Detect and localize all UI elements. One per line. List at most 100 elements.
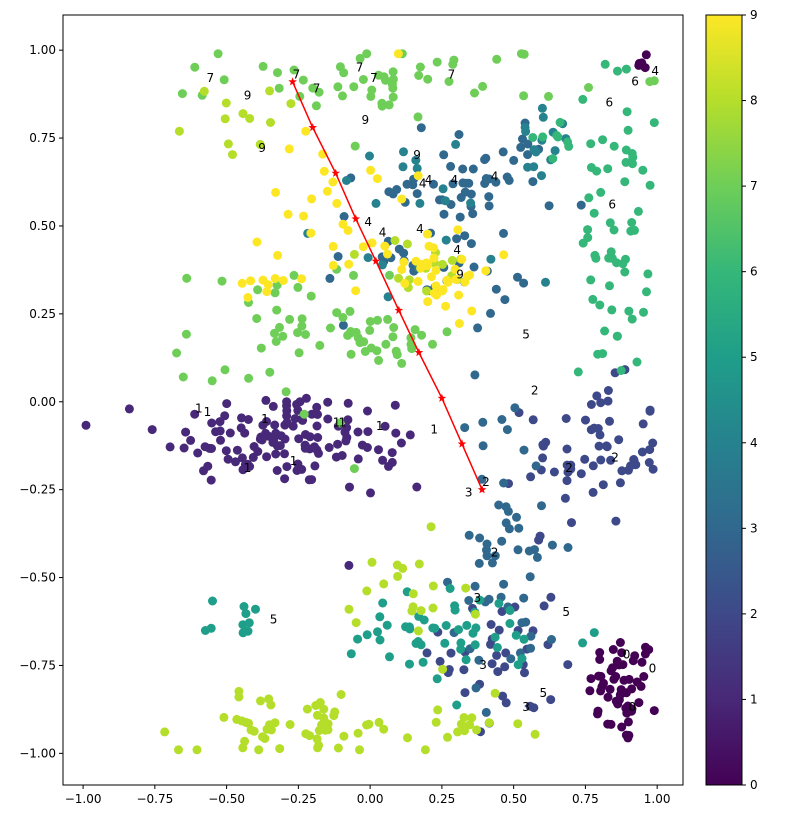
scatter-point xyxy=(343,330,353,340)
scatter-point xyxy=(497,415,507,424)
scatter-point xyxy=(207,376,217,386)
scatter-point xyxy=(465,720,475,730)
scatter-point xyxy=(603,396,613,406)
scatter-point xyxy=(363,406,372,416)
scatter-point xyxy=(471,683,481,693)
scatter-point xyxy=(529,145,539,155)
scatter-point xyxy=(586,400,596,409)
cluster-annotation: 1 xyxy=(333,415,341,429)
scatter-point xyxy=(493,667,503,677)
scatter-point xyxy=(460,726,469,736)
scatter-point xyxy=(206,623,216,633)
scatter-point xyxy=(475,595,485,605)
scatter-point xyxy=(458,164,468,174)
scatter-point xyxy=(454,319,464,328)
scatter-point xyxy=(418,657,428,667)
scatter-point xyxy=(181,329,191,339)
scatter-point xyxy=(313,433,323,442)
scatter-point xyxy=(588,487,598,497)
scatter-point xyxy=(627,218,637,227)
scatter-point xyxy=(366,165,376,175)
scatter-point xyxy=(384,100,394,110)
cluster-annotation: 4 xyxy=(651,64,659,78)
scatter-point xyxy=(375,612,385,622)
scatter-point xyxy=(261,428,271,438)
cluster-annotation: 1 xyxy=(204,405,212,419)
scatter-point xyxy=(423,229,432,239)
scatter-point xyxy=(598,135,608,145)
scatter-point xyxy=(539,601,549,611)
scatter-point xyxy=(547,635,556,644)
scatter-point xyxy=(225,428,235,438)
cluster-annotation: 4 xyxy=(425,173,433,187)
scatter-point xyxy=(576,469,586,479)
scatter-point xyxy=(216,435,225,445)
colorbar-tick-label: 2 xyxy=(750,607,758,621)
scatter-point xyxy=(343,225,353,235)
scatter-point xyxy=(469,262,479,272)
colorbar-tick-label: 8 xyxy=(750,94,758,108)
scatter-point xyxy=(442,327,452,337)
scatter-point xyxy=(241,717,251,727)
scatter-point xyxy=(273,250,283,260)
scatter-point xyxy=(331,452,341,462)
cluster-annotation: 7 xyxy=(448,67,456,81)
scatter-point xyxy=(383,292,393,302)
scatter-point xyxy=(422,261,432,271)
scatter-point xyxy=(620,267,630,277)
scatter-point xyxy=(236,423,246,433)
scatter-point xyxy=(186,435,196,445)
scatter-point xyxy=(481,174,491,183)
x-tick-label: 0.25 xyxy=(429,792,456,806)
scatter-point xyxy=(397,358,407,368)
scatter-point xyxy=(504,524,514,534)
scatter-point xyxy=(474,655,484,665)
scatter-point xyxy=(371,198,381,208)
scatter-point xyxy=(383,249,392,259)
scatter-point xyxy=(567,518,576,528)
scatter-point xyxy=(566,460,576,470)
scatter-point xyxy=(299,211,309,221)
scatter-point xyxy=(615,478,625,488)
scatter-point xyxy=(358,75,368,84)
scatter-point xyxy=(523,150,533,160)
scatter-point xyxy=(513,719,523,729)
scatter-point xyxy=(596,187,606,197)
scatter-point xyxy=(282,397,292,407)
scatter-point xyxy=(329,711,339,721)
scatter-point xyxy=(498,147,508,157)
scatter-point xyxy=(298,75,308,85)
scatter-point xyxy=(417,330,427,340)
trajectory-line xyxy=(291,81,483,491)
scatter-point xyxy=(372,346,382,356)
scatter-point xyxy=(645,180,655,190)
cluster-annotation: 4 xyxy=(364,215,372,229)
scatter-point xyxy=(501,502,511,512)
cluster-annotation: 9 xyxy=(456,268,464,282)
scatter-point xyxy=(467,713,477,723)
scatter-point xyxy=(451,139,461,149)
scatter-point xyxy=(384,461,393,471)
scatter-point xyxy=(451,274,461,284)
scatter-point xyxy=(460,423,470,433)
scatter-point xyxy=(500,662,510,672)
cluster-annotation: 6 xyxy=(631,74,639,88)
scatter-point xyxy=(410,325,420,335)
scatter-point xyxy=(245,114,255,123)
scatter-point xyxy=(377,260,387,270)
scatter-point xyxy=(286,99,296,109)
scatter-point xyxy=(274,83,284,93)
scatter-point xyxy=(547,540,557,550)
scatter-point xyxy=(333,743,343,753)
scatter-point xyxy=(172,348,182,358)
scatter-point xyxy=(431,281,441,291)
y-axis: 1.00 0.75 0.50 0.25 0.00 −0.25 −0.50 −0.75 −1.00 xyxy=(19,43,63,760)
scatter-point xyxy=(412,482,422,492)
scatter-point xyxy=(393,49,403,59)
scatter-point xyxy=(563,543,573,552)
scatter-point xyxy=(378,455,388,465)
scatter-point xyxy=(637,657,647,667)
scatter-point xyxy=(289,65,299,75)
scatter-point xyxy=(432,57,442,67)
scatter-point xyxy=(648,464,658,474)
